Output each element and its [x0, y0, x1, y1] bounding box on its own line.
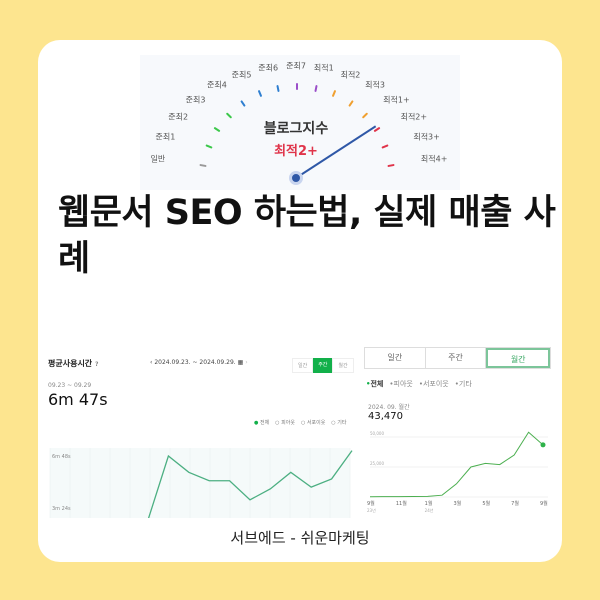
tab-daily[interactable]: 일간	[292, 358, 314, 373]
tab-monthly[interactable]: 월간	[332, 358, 354, 373]
help-icon[interactable]: ?	[94, 361, 99, 368]
filter-neighbor[interactable]: ○ 피아웃	[275, 420, 295, 426]
gauge-label: 준최4	[207, 80, 227, 90]
gauge-label: 최적2	[340, 70, 361, 80]
y-tick-label: 6m 48s	[52, 454, 71, 460]
panel-title: 평균사용시간	[48, 359, 93, 368]
filter-neighbor[interactable]: •피아웃	[389, 380, 413, 388]
gauge-label: 준최3	[185, 95, 206, 105]
visitor-line	[369, 431, 544, 498]
avg-time-value: 6m 47s	[48, 390, 108, 409]
x-tick-label: 1월	[425, 500, 433, 507]
tab-daily[interactable]: 일간	[365, 348, 426, 368]
blog-index-gauge	[140, 55, 460, 190]
date-range: 2024.09.23. ~ 2024.09.29.	[154, 359, 236, 366]
visitor-panel: 일간 주간 월간 •전체 •피아웃 •서포이웃 •기타 2024. 09. 월간…	[360, 345, 555, 520]
prev-icon[interactable]: ‹	[150, 359, 153, 366]
headline: 웹문서 SEO 하는법, 실제 매출 사례	[58, 193, 556, 279]
tab-weekly[interactable]: 주간	[426, 348, 487, 368]
plot-area	[50, 448, 350, 518]
visitor-value: 43,470	[368, 411, 403, 422]
gauge-label: 최적4+	[420, 154, 448, 164]
avg-time-chart: 6m 48s 3m 24s	[49, 448, 353, 518]
gauge-hub	[289, 171, 303, 185]
gauge-label: 최적1	[313, 63, 334, 73]
x-tick-label: 5월	[482, 500, 490, 507]
filter-etc[interactable]: ○ 기타	[331, 420, 347, 426]
gauge-title: 블로그지수	[263, 121, 329, 137]
tab-monthly[interactable]: 월간	[486, 348, 551, 368]
gauge-value: 최적2+	[274, 144, 318, 159]
avg-usage-time-panel: 평균사용시간 ? ‹ 2024.09.23. ~ 2024.09.29. ▦ ›…	[40, 350, 355, 520]
period-label: 2024. 09. 월간	[368, 404, 410, 411]
last-point	[540, 442, 546, 448]
filter-all[interactable]: •전체	[366, 380, 384, 388]
gauge-label: 최적3+	[413, 132, 440, 142]
gauge-label: 준최1	[155, 132, 176, 142]
year-label: 23년	[367, 507, 376, 513]
next-icon[interactable]: ›	[245, 359, 248, 366]
gauge-label: 일반	[150, 154, 166, 164]
calendar-icon[interactable]: ▦	[237, 359, 244, 366]
y-tick-label: 3m 24s	[52, 506, 71, 512]
filter-all[interactable]: ● 전체	[254, 420, 270, 426]
x-tick-label: 7월	[511, 500, 519, 507]
caption: 서브에드 - 쉬운마케팅	[230, 529, 370, 547]
x-tick-label: 11월	[396, 500, 407, 507]
y-tick-label: 50,000	[370, 431, 384, 436]
y-tick-label: 25,000	[370, 461, 384, 466]
x-tick-label: 9월	[367, 500, 375, 507]
filter-mutual[interactable]: •서포이웃	[418, 380, 449, 388]
filter-mutual[interactable]: ○ 서포이웃	[300, 420, 326, 426]
avg-time-line	[147, 450, 353, 518]
gauge-label: 최적2+	[400, 112, 428, 122]
tab-weekly[interactable]: 주간	[313, 358, 333, 373]
x-tick-label: 3월	[454, 500, 462, 507]
filter-etc[interactable]: •기타	[454, 380, 472, 388]
year-label: 24년	[425, 507, 434, 513]
gauge-label: 준최2	[168, 112, 189, 122]
gauge-label: 최적3	[365, 80, 385, 90]
gauge-label: 준최7	[286, 61, 306, 71]
gauge-tick	[386, 163, 395, 167]
gauge-label: 준최6	[258, 63, 279, 73]
gauge-tick	[296, 83, 298, 90]
gauge-label: 준최5	[231, 70, 252, 80]
gauge-label: 최적1+	[383, 95, 410, 105]
x-tick-label: 9월	[540, 500, 548, 507]
sub-range: 09.23 ~ 09.29	[48, 382, 92, 389]
